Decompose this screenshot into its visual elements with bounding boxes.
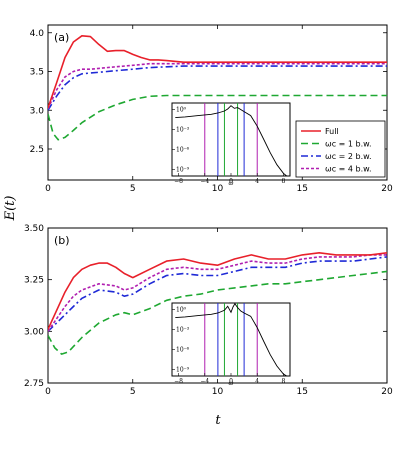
inset-y-tick-label: 10⁻³ xyxy=(176,327,190,334)
inset-x-tick-label: 8 xyxy=(282,178,286,185)
spectral-curve xyxy=(175,105,287,176)
series-line-full xyxy=(48,252,387,330)
inset-x-tick-label: 0 xyxy=(229,378,233,385)
inset-plot: −8 −4 0 4 8 10⁰ 10⁻³ 10⁻⁶ 10⁻⁹ ω xyxy=(171,302,291,387)
y-tick-label: 2.5 xyxy=(30,145,44,155)
x-tick-label: 5 xyxy=(130,184,136,194)
x-axis-label: t xyxy=(215,413,221,428)
y-tick-label: 3.00 xyxy=(24,327,44,337)
inset-y-tick-label: 10⁻⁹ xyxy=(176,366,190,373)
legend-label-wc1: ωc = 1 b.w. xyxy=(325,140,372,149)
inset-x-tick-label: 4 xyxy=(255,178,259,185)
x-tick-label: 20 xyxy=(381,387,393,397)
inset-frame xyxy=(171,302,291,377)
panel-b: 0 5 10 15 20 2.75 3.00 3.25 3.50 (b) −8 −4 0 4 8 10⁰ 10⁻… xyxy=(24,224,393,397)
panel-a: 0 5 10 15 20 2.5 3.0 3.5 4.0 (a) −8 −4 0 4 8 10⁰ 10⁻³ 10⁻… xyxy=(30,24,393,194)
series-line-wc4 xyxy=(48,254,387,332)
legend-label-wc4: ωc = 4 b.w. xyxy=(325,165,372,174)
inset-plot: −8 −4 0 4 8 10⁰ 10⁻³ 10⁻⁶ 10⁻⁹ ω xyxy=(171,102,291,187)
y-tick-label: 2.75 xyxy=(24,379,44,389)
series-line-wc1 xyxy=(48,94,387,141)
x-tick-label: 0 xyxy=(45,184,51,194)
x-tick-label: 15 xyxy=(297,184,308,194)
panel-label: (a) xyxy=(54,31,69,44)
legend-label-full: Full xyxy=(325,127,339,136)
x-tick-label: 0 xyxy=(45,387,51,397)
inset-x-tick-label: 8 xyxy=(282,378,286,385)
inset-x-tick-label: −4 xyxy=(200,378,209,385)
inset-y-tick-label: 10⁻⁹ xyxy=(176,166,190,173)
y-axis-label: E(t) xyxy=(3,196,18,222)
series-line-wc1 xyxy=(48,270,387,355)
inset-y-tick-label: 10⁻⁶ xyxy=(176,346,190,353)
panel-label: (b) xyxy=(54,234,70,247)
spectral-curve xyxy=(175,303,287,376)
y-tick-label: 3.50 xyxy=(24,224,44,234)
inset-x-label: ω xyxy=(229,380,234,387)
y-tick-label: 4.0 xyxy=(30,29,45,39)
series-line-full xyxy=(48,35,387,109)
inset-x-tick-label: −4 xyxy=(200,178,209,185)
inset-x-tick-label: 0 xyxy=(229,178,233,185)
x-tick-label: 20 xyxy=(381,184,393,194)
inset-y-tick-label: 10⁻³ xyxy=(176,127,190,134)
x-tick-label: 15 xyxy=(297,387,308,397)
y-tick-label: 3.5 xyxy=(30,68,44,78)
inset-y-tick-label: 10⁻⁶ xyxy=(176,146,190,153)
y-tick-label: 3.0 xyxy=(30,106,45,116)
series-line-wc4 xyxy=(48,62,387,110)
series-line-wc2 xyxy=(48,256,387,332)
inset-x-tick-label: −8 xyxy=(174,378,183,385)
x-tick-label: 5 xyxy=(130,387,136,397)
x-tick-label: 10 xyxy=(212,184,224,194)
series-line-wc2 xyxy=(48,65,387,111)
panels-group: 0 5 10 15 20 2.5 3.0 3.5 4.0 (a) −8 −4 0 4 8 10⁰ 10⁻³ 10⁻… xyxy=(24,24,393,397)
inset-x-tick-label: −8 xyxy=(174,178,183,185)
legend-label-wc2: ωc = 2 b.w. xyxy=(325,152,372,161)
x-tick-label: 10 xyxy=(212,387,224,397)
inset-x-label: ω xyxy=(229,180,234,187)
inset-frame xyxy=(171,102,291,177)
inset-y-tick-label: 10⁰ xyxy=(176,307,187,314)
y-tick-label: 3.25 xyxy=(24,276,44,286)
legend: Full ωc = 1 b.w. ωc = 2 b.w. ωc = 4 b.w. xyxy=(295,120,386,178)
inset-x-tick-label: 4 xyxy=(255,378,259,385)
inset-y-tick-label: 10⁰ xyxy=(176,107,187,114)
